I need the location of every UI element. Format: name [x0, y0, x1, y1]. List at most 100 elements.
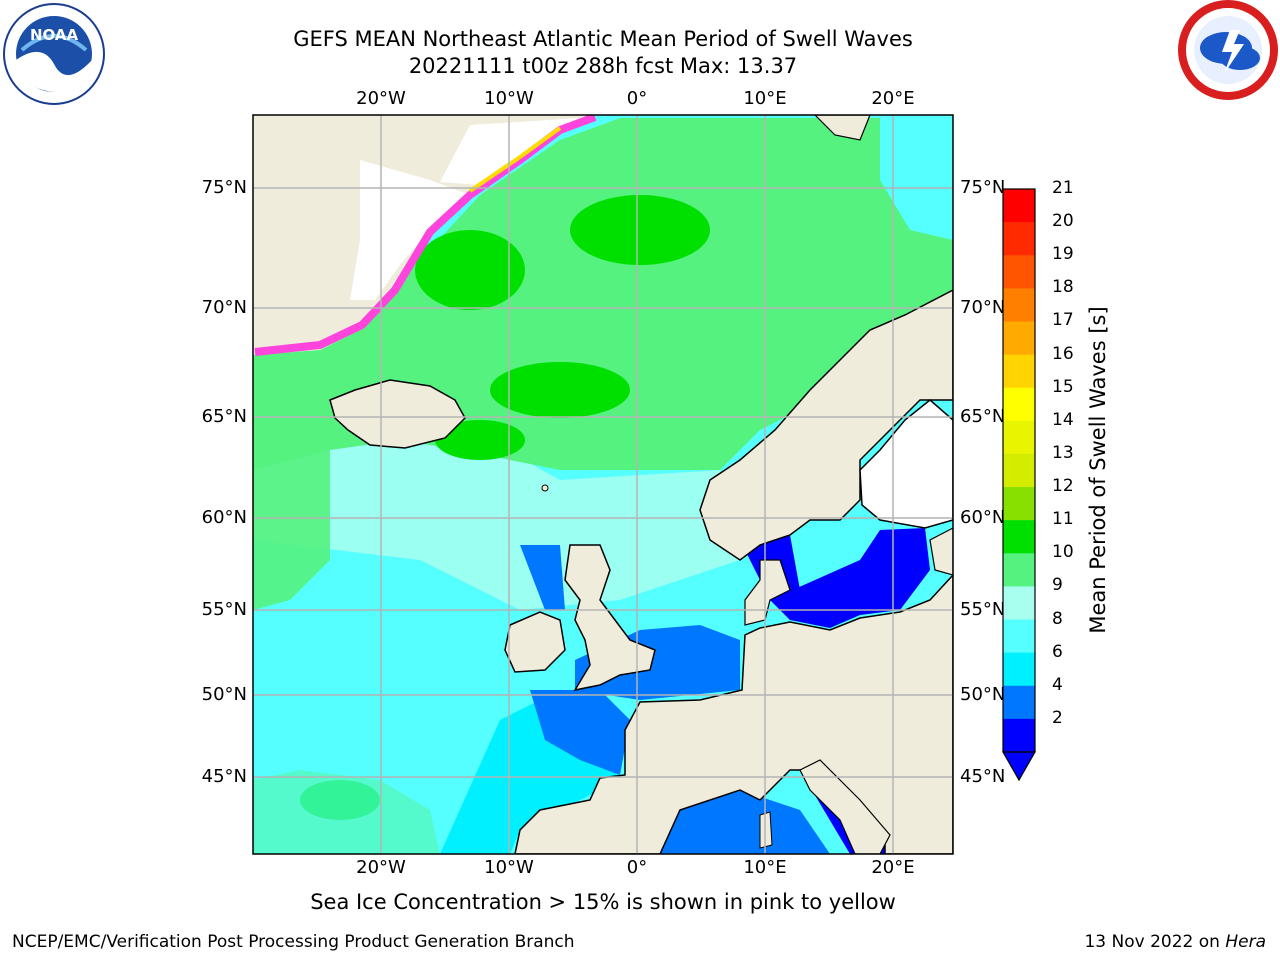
- baltic-states-land: [929, 527, 953, 576]
- ocean-swell-9-10: [253, 118, 953, 470]
- ocean-swell-baltic: [770, 528, 930, 628]
- map-subtitle: 20221111 t00z 288h fcst Max: 13.37: [408, 54, 798, 78]
- ocean-swell-southwest-cyan: [253, 620, 520, 854]
- colorbar-tick-label: 17: [1052, 310, 1074, 331]
- lon-tick-top: 0°: [626, 88, 648, 109]
- arctic-no-data: [440, 117, 595, 185]
- faroe-islands: [541, 484, 549, 492]
- lat-tick-left: 55°N: [201, 599, 247, 620]
- ocean-swell-barents: [880, 118, 953, 240]
- ireland-land: [504, 611, 566, 673]
- sea-ice-edge-yellow: [468, 126, 562, 193]
- sea-ice-caption: Sea Ice Concentration > 15% is shown in …: [310, 890, 896, 914]
- lat-tick-right: 65°N: [960, 406, 1006, 427]
- colorbar-bin: [1003, 718, 1035, 753]
- ocean-swell-2-4-med: [660, 790, 830, 854]
- colorbar-label: Mean Period of Swell Waves [s]: [1086, 306, 1110, 634]
- lat-tick-right: 50°N: [960, 684, 1006, 705]
- noaa-logo-text: NOAA: [30, 26, 79, 44]
- lat-tick-left: 70°N: [201, 297, 247, 318]
- map-frame: [252, 114, 954, 855]
- colorbar-bin: [1003, 255, 1035, 289]
- corsica-sardinia-land: [759, 811, 773, 849]
- colorbar-bin: [1003, 553, 1035, 587]
- colorbar-tick-label: 11: [1052, 509, 1074, 530]
- ocean-swell-10-11-d: [435, 420, 525, 460]
- lon-tick-top: 20°W: [356, 88, 406, 109]
- map-gridlines: [253, 115, 953, 854]
- lat-tick-right: 70°N: [960, 297, 1006, 318]
- colorbar-bin: [1003, 420, 1035, 455]
- great-britain-land: [564, 544, 656, 692]
- colorbar-tick-label: 6: [1052, 641, 1063, 662]
- ocean-swell-10-11-a: [415, 230, 525, 310]
- lat-tick-right: 45°N: [960, 766, 1006, 787]
- lat-tick-left: 65°N: [201, 406, 247, 427]
- colorbar-bin: [1003, 222, 1035, 256]
- scandinavia-land: [699, 289, 953, 561]
- colorbar: [1001, 188, 1037, 782]
- colorbar-bin: [1003, 354, 1035, 389]
- italy-land: [799, 759, 891, 854]
- colorbar-tick-label: 9: [1052, 575, 1063, 596]
- ocean-swell-2-4-biscay: [530, 690, 630, 775]
- ocean-swell-10-11-b: [570, 195, 710, 265]
- lon-tick-bottom: 10°W: [484, 857, 534, 878]
- lat-tick-right: 75°N: [960, 177, 1006, 198]
- footer-date: 13 Nov 2022 on Hera: [1084, 932, 1266, 952]
- colorbar-frame: [1002, 188, 1036, 753]
- lon-tick-bottom: 10°E: [743, 857, 787, 878]
- lat-tick-left: 50°N: [201, 684, 247, 705]
- lon-tick-bottom: 20°W: [356, 857, 406, 878]
- colorbar-tick-label: 18: [1052, 277, 1074, 298]
- colorbar-bin: [1003, 652, 1035, 687]
- footer-credit: NCEP/EMC/Verification Post Processing Pr…: [12, 932, 575, 952]
- colorbar-tick-label: 13: [1052, 442, 1074, 463]
- colorbar-tick-label: 2: [1052, 707, 1063, 728]
- ocean-swell-2-4-hebrides: [520, 545, 565, 610]
- colorbar-tick-label: 10: [1052, 542, 1074, 563]
- lat-tick-left: 45°N: [201, 766, 247, 787]
- lat-tick-right: 60°N: [960, 507, 1006, 528]
- lat-tick-right: 55°N: [960, 599, 1006, 620]
- ocean-swell-10-11-c: [490, 362, 630, 418]
- lon-tick-top: 10°W: [484, 88, 534, 109]
- greenland-no-data: [350, 160, 470, 300]
- lat-tick-left: 60°N: [201, 507, 247, 528]
- lat-tick-left: 75°N: [201, 177, 247, 198]
- ocean-swell-8-9: [253, 420, 740, 610]
- svalbard-land: [814, 115, 871, 141]
- colorbar-bin: [1003, 619, 1035, 654]
- colorbar-bin: [1003, 321, 1035, 356]
- colorbar-tick-label: 15: [1052, 376, 1074, 397]
- colorbar-bin: [1003, 453, 1035, 488]
- colorbar-bin: [1003, 387, 1035, 422]
- colorbar-bin: [1003, 586, 1035, 621]
- colorbar-bin: [1003, 520, 1035, 554]
- noaa-logo: NOAA: [2, 2, 106, 110]
- colorbar-bin: [1003, 189, 1035, 223]
- ocean-swell-9-10-west: [253, 360, 330, 610]
- colorbar-bin: [1003, 288, 1035, 322]
- nws-logo: [1178, 0, 1278, 104]
- colorbar-tick-label: 8: [1052, 608, 1063, 629]
- colorbar-tick-label: 14: [1052, 409, 1074, 430]
- finland-no-data: [859, 399, 953, 529]
- colorbar-extend-arrow: [1001, 751, 1037, 782]
- colorbar-tick-label: 20: [1052, 211, 1074, 232]
- colorbar-tick-label: 21: [1052, 178, 1074, 198]
- lon-tick-top: 20°E: [871, 88, 915, 109]
- colorbar-bin: [1003, 685, 1035, 720]
- lon-tick-bottom: 0°: [626, 857, 648, 878]
- lon-tick-bottom: 20°E: [871, 857, 915, 878]
- colorbar-bin: [1003, 487, 1035, 521]
- footer-date-text: 13 Nov 2022 on: [1084, 932, 1226, 952]
- map-title: GEFS MEAN Northeast Atlantic Mean Period…: [293, 27, 913, 51]
- colorbar-tick-label: 4: [1052, 674, 1063, 695]
- colorbar-tick-label: 16: [1052, 343, 1074, 364]
- lon-tick-top: 10°E: [743, 88, 787, 109]
- colorbar-tick-label: 12: [1052, 476, 1074, 497]
- colorbar-tick-label: 19: [1052, 244, 1074, 265]
- iceland-land: [329, 379, 466, 449]
